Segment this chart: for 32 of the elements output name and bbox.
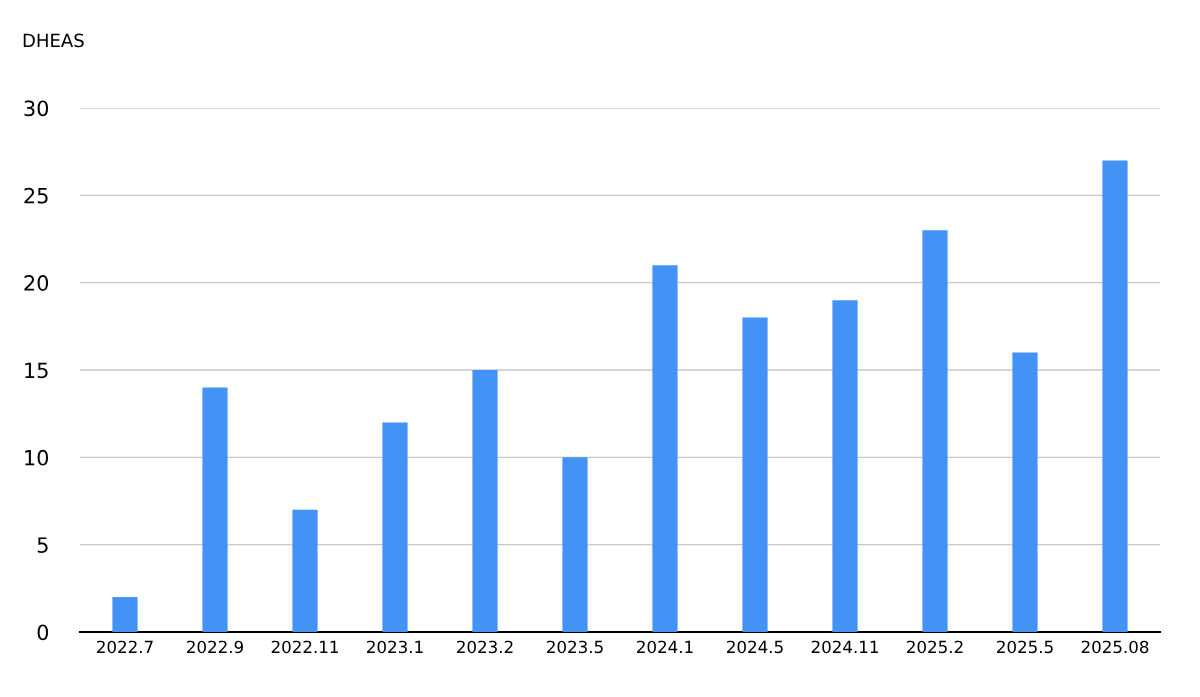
x-tick-label: 2023.2 [457, 640, 513, 654]
x-tick-label: 2024.5 [727, 640, 783, 654]
bar [922, 230, 948, 632]
bar [562, 457, 588, 632]
x-tick-label: 2022.7 [97, 640, 153, 654]
bar [292, 509, 318, 632]
x-tick-label: 2025.2 [907, 640, 963, 654]
x-tick-label: 2022.9 [187, 640, 243, 654]
y-tick-label: 10 [25, 449, 49, 466]
x-tick-label: 2024.1 [637, 640, 693, 654]
bar [382, 422, 408, 632]
bar [1012, 352, 1038, 632]
y-axis-title: DHEAS [23, 33, 84, 48]
x-tick-label: 2024.11 [811, 640, 878, 654]
y-tick-label: 0 [37, 624, 49, 641]
y-tick-label: 25 [24, 187, 48, 204]
x-tick-label: 2025.08 [1081, 640, 1149, 654]
bar [202, 387, 228, 632]
y-tick-label: 5 [37, 537, 48, 553]
bar [112, 597, 138, 632]
x-tick-label: 2022.11 [271, 640, 338, 654]
bar [1102, 160, 1128, 632]
bar [832, 300, 858, 632]
bar [472, 370, 498, 632]
x-tick-label: 2023.5 [547, 640, 603, 654]
y-tick-label: 20 [24, 275, 49, 291]
x-tick-label: 2023.1 [367, 640, 423, 654]
bar [652, 265, 678, 632]
bar [742, 317, 768, 632]
x-tick-label: 2025.5 [997, 640, 1053, 654]
y-tick-label: 15 [25, 362, 48, 379]
y-tick-label: 30 [24, 100, 49, 117]
